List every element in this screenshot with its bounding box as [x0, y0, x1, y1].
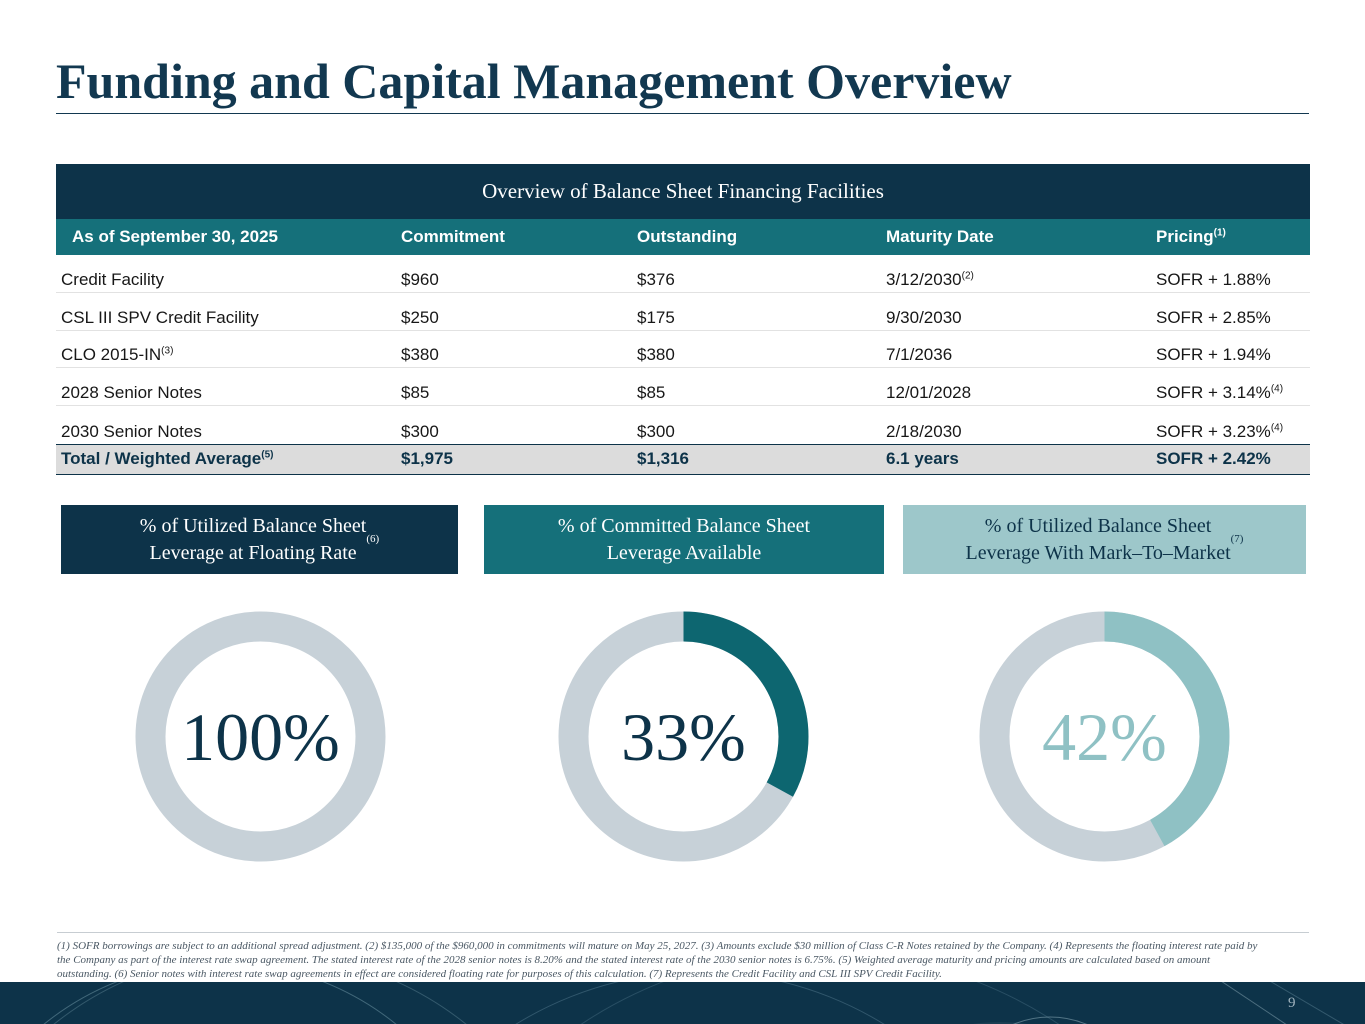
svg-text:100%: 100%	[181, 699, 340, 775]
svg-text:33%: 33%	[621, 699, 746, 775]
svg-text:42%: 42%	[1042, 699, 1167, 775]
